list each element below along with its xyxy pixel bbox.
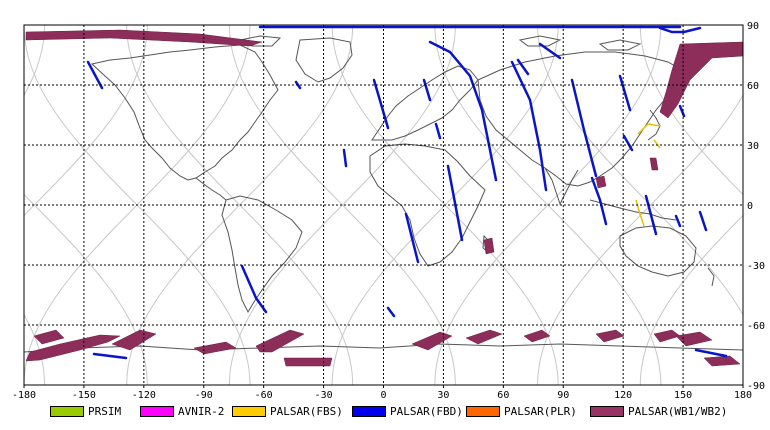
fbd-track xyxy=(446,164,464,242)
fbd-track xyxy=(404,212,420,264)
lat-tick-label: 90 xyxy=(747,21,759,32)
fbd-track xyxy=(428,40,498,182)
legend-label: PALSAR(FBS) xyxy=(270,404,343,418)
fbd-track xyxy=(386,306,396,318)
lat-tick-label: 60 xyxy=(747,81,759,92)
lon-tick-label: -180 xyxy=(12,390,36,401)
wb-swath xyxy=(483,237,495,255)
lon-tick-label: -60 xyxy=(255,390,273,401)
lon-tick-label: 30 xyxy=(437,390,449,401)
lon-tick-label: -150 xyxy=(72,390,96,401)
legend-swatch xyxy=(466,405,500,417)
fbd-track xyxy=(622,134,634,152)
fbd-track xyxy=(422,78,432,102)
coast-india xyxy=(544,167,579,206)
wb-swath xyxy=(111,329,157,351)
lon-tick-label: -90 xyxy=(195,390,213,401)
coast-asia xyxy=(477,51,686,187)
coast-indonesia xyxy=(589,199,677,221)
fbd-tracks xyxy=(86,25,728,360)
orbit-track xyxy=(639,25,743,196)
legend-label: PRSIM xyxy=(88,404,122,418)
fbd-track xyxy=(698,210,708,232)
lon-tick-label: -30 xyxy=(315,390,333,401)
wb-swath xyxy=(465,329,503,345)
fbd-track xyxy=(658,26,702,34)
legend-swatch xyxy=(232,405,266,417)
lon-tick-label: 180 xyxy=(734,390,752,401)
lon-tick-label: 90 xyxy=(557,390,569,401)
fbd-track xyxy=(674,214,682,228)
legend-label: PALSAR(PLR) xyxy=(504,404,577,418)
fbd-track xyxy=(590,176,608,226)
fbd-track xyxy=(434,122,442,140)
fbd-track xyxy=(644,194,658,236)
fbd-track xyxy=(342,148,348,168)
lon-tick-label: 150 xyxy=(674,390,692,401)
lat-tick-label: -30 xyxy=(747,261,765,272)
fbd-track xyxy=(240,264,268,314)
wb-swath xyxy=(595,175,607,189)
coast-antarctica xyxy=(24,343,743,353)
legend-swatch xyxy=(590,405,624,417)
coast-south-america xyxy=(221,195,303,314)
legend-label: PALSAR(WB1/WB2) xyxy=(628,404,728,418)
legend-item: PRSIM xyxy=(50,404,121,418)
lon-tick-label: 120 xyxy=(614,390,632,401)
wb-swaths xyxy=(25,29,743,367)
lon-tick-labels: -180 -150 -120 -90 -60 -30 0 30 60 90 120 150 180 xyxy=(12,385,752,401)
wb-swath xyxy=(33,329,65,345)
fbd-track xyxy=(538,42,562,60)
fbd-track xyxy=(92,352,128,360)
lon-tick-label: 60 xyxy=(497,390,509,401)
wb-swath xyxy=(649,157,659,171)
fbs-track xyxy=(653,139,661,149)
fbd-track xyxy=(694,348,728,358)
wb-swath xyxy=(193,341,237,355)
coast-central-america xyxy=(195,177,227,201)
lon-tick-label: 0 xyxy=(380,390,386,401)
legend-label: AVNIR-2 xyxy=(178,404,225,418)
grid-lines xyxy=(24,25,743,385)
wb-swath xyxy=(25,334,121,362)
legend-swatch xyxy=(140,405,174,417)
coast-new-zealand xyxy=(707,267,715,287)
legend-item: PALSAR(FBS) xyxy=(232,404,343,418)
legend-swatch xyxy=(352,405,386,417)
legend: PRSIM AVNIR-2 PALSAR(FBS) PALSAR(FBD) PALSAR… xyxy=(0,400,770,422)
legend-item: PALSAR(WB1/WB2) xyxy=(590,404,727,418)
lat-tick-labels: 90 60 30 0 -30 -60 -90 xyxy=(747,21,765,392)
wb-swath xyxy=(411,331,453,351)
fbd-track xyxy=(86,60,104,90)
fbd-track xyxy=(510,60,548,192)
lat-tick-label: 0 xyxy=(747,201,753,212)
fbs-track xyxy=(637,123,661,135)
fbd-track xyxy=(516,58,530,76)
coast-greenland xyxy=(295,37,353,83)
fbd-track xyxy=(618,74,632,112)
wb-swath xyxy=(703,355,741,367)
fbd-track xyxy=(570,78,598,178)
wb-swath xyxy=(523,329,551,343)
lon-tick-label: -120 xyxy=(132,390,156,401)
legend-item: AVNIR-2 xyxy=(140,404,224,418)
fbd-track xyxy=(372,78,390,130)
coast-europe xyxy=(371,65,479,141)
lat-tick-label: -60 xyxy=(747,321,765,332)
legend-label: PALSAR(FBD) xyxy=(390,404,463,418)
legend-item: PALSAR(PLR) xyxy=(466,404,577,418)
lat-tick-label: -90 xyxy=(747,381,765,392)
wb-swath xyxy=(255,329,305,353)
wb-swath xyxy=(283,357,333,367)
coast-africa xyxy=(369,143,486,267)
wb-swath xyxy=(595,329,625,343)
orbit-track xyxy=(639,214,743,385)
legend-swatch xyxy=(50,405,84,417)
lat-tick-label: 30 xyxy=(747,141,759,152)
legend-item: PALSAR(FBD) xyxy=(352,404,463,418)
